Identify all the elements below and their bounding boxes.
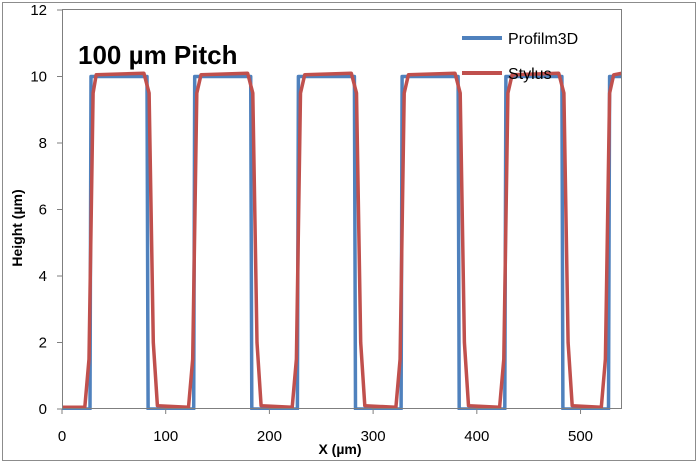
x-tick-label: 100 (153, 428, 178, 445)
ticks-layer: 0 100 200 300 400 500 0 2 4 6 8 10 12 (30, 2, 593, 445)
y-axis-title: Height (µm) (9, 189, 25, 266)
x-tick-label: 200 (257, 428, 282, 445)
y-tick-label: 12 (30, 2, 47, 19)
chart-frame (2, 2, 696, 461)
y-tick-label: 8 (39, 135, 47, 152)
y-tick-label: 0 (39, 401, 47, 418)
legend-label-profilm3d: Profilm3D (508, 31, 578, 48)
series-line-profilm3d (62, 74, 622, 410)
series-layer (62, 71, 622, 410)
x-tick-label: 0 (58, 428, 66, 445)
x-tick-label: 400 (464, 428, 489, 445)
x-tick-label: 500 (568, 428, 593, 445)
y-tick-label: 4 (39, 268, 47, 285)
x-tick-label: 300 (361, 428, 386, 445)
y-tick-label: 6 (39, 202, 47, 219)
series-line-stylus (62, 71, 622, 410)
legend: Profilm3D Stylus (462, 31, 578, 83)
plot-area-border (62, 9, 622, 409)
chart-title: 100 µm Pitch (78, 40, 238, 70)
legend-label-stylus: Stylus (508, 66, 552, 83)
x-axis-title: X (µm) (318, 441, 361, 457)
y-tick-label: 2 (39, 335, 47, 352)
y-tick-label: 10 (30, 69, 47, 86)
